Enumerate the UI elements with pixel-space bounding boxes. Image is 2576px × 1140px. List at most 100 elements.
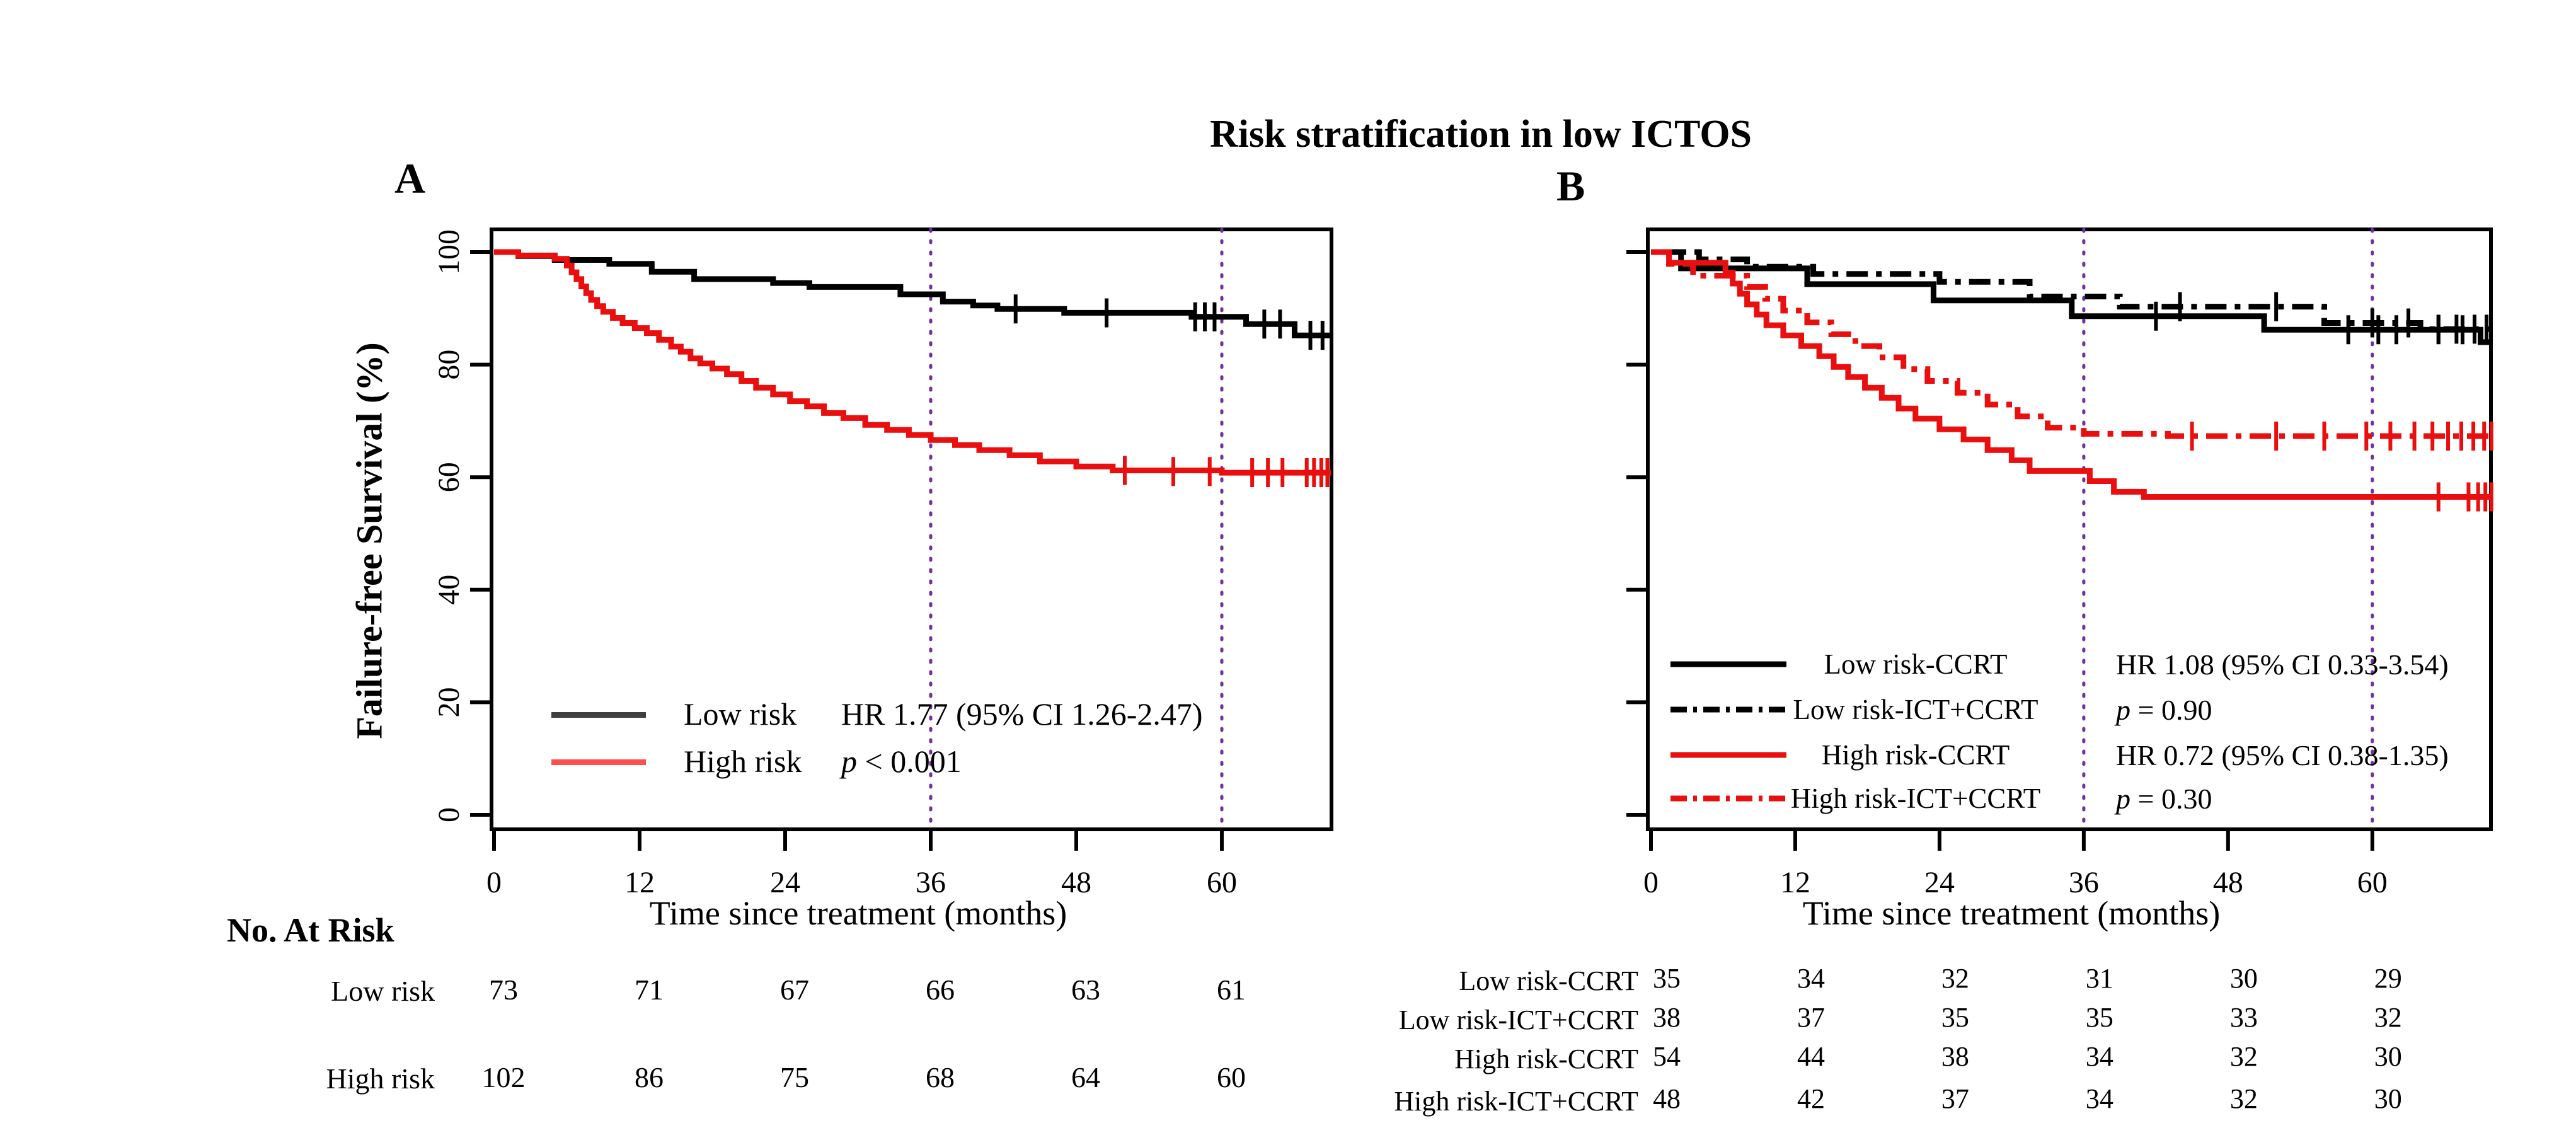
legend-label-low-risk: Low risk [684, 696, 797, 732]
y-tick-label: 100 [432, 229, 466, 275]
panel-a-plot: 0 20 40 60 80 100 0 12 24 36 48 60 [432, 227, 1333, 899]
risk-count: 48 [1653, 1083, 1681, 1114]
y-tick-label: 40 [432, 575, 466, 605]
legend-line-low-risk [551, 712, 646, 718]
risk-count: 67 [780, 974, 809, 1006]
km-curve-low-risk-ict-ccrt [1651, 249, 2493, 332]
risk-row-label-low-risk-ict-ccrt: Low risk-ICT+CCRT [1398, 1005, 1638, 1035]
panel-b-plot: 0 12 24 36 48 60 [1626, 227, 2493, 899]
x-tick-label: 60 [2357, 866, 2388, 899]
legend-label-low-risk-ccrt: Low risk-CCRT [1824, 648, 2008, 680]
km-curve-high-risk-ccrt [1651, 249, 2493, 500]
risk-count: 63 [1071, 974, 1100, 1006]
risk-count: 32 [1941, 963, 1969, 994]
risk-count: 34 [2085, 1083, 2113, 1114]
stat-p-panel-a: p < 0.001 [841, 743, 962, 780]
legend-label-high-risk-ccrt: High risk-CCRT [1821, 739, 2010, 771]
risk-row-label-high-risk-ccrt: High risk-CCRT [1454, 1044, 1638, 1074]
figure-title: Risk stratification in low ICTOS [1209, 113, 1752, 156]
x-tick-label: 48 [2213, 866, 2243, 899]
stat-p-high-risk: p = 0.30 [2116, 782, 2212, 815]
risk-count: 102 [481, 1061, 526, 1093]
risk-count: 38 [1941, 1041, 1969, 1072]
risk-count: 31 [2085, 963, 2113, 994]
risk-count: 35 [1941, 1002, 1969, 1033]
risk-count: 75 [780, 1061, 809, 1093]
risk-table-header: No. At Risk [227, 911, 394, 949]
stat-hr-low-risk: HR 1.08 (95% CI 0.33-3.54) [2116, 648, 2449, 681]
y-tick-label: 80 [432, 350, 466, 380]
risk-row-label-high-risk: High risk [326, 1062, 435, 1095]
risk-count: 60 [1217, 1061, 1246, 1093]
stat-p-low-risk: p = 0.90 [2116, 693, 2212, 727]
legend-line-low-risk-ccrt [1670, 661, 1786, 667]
risk-count: 34 [2085, 1041, 2113, 1072]
risk-row-label-low-risk-ccrt: Low risk-CCRT [1459, 965, 1638, 996]
y-tick-label: 0 [432, 807, 466, 822]
p-value-text: < 0.001 [857, 744, 962, 779]
stat-hr-panel-a: HR 1.77 (95% CI 1.26-2.47) [841, 696, 1203, 732]
risk-count: 32 [2229, 1041, 2258, 1072]
x-tick-label: 0 [1643, 866, 1659, 899]
plot-border [490, 227, 1333, 831]
risk-count: 71 [635, 974, 664, 1006]
km-curve-high-risk [494, 249, 1331, 476]
legend-label-low-risk-ict-ccrt: Low risk-ICT+CCRT [1793, 694, 2038, 725]
y-tick-label: 60 [432, 462, 466, 492]
x-tick-label: 48 [1061, 866, 1091, 899]
risk-count: 35 [2085, 1002, 2113, 1033]
panel-a-y-axis-title: Failure-free Survival (%) [348, 342, 390, 739]
x-tick-label: 24 [1924, 866, 1955, 899]
risk-count: 38 [1653, 1002, 1681, 1033]
x-tick-label: 60 [1207, 866, 1237, 899]
risk-count: 42 [1797, 1083, 1825, 1114]
p-value-text: = 0.30 [2130, 783, 2212, 815]
risk-count: 68 [926, 1061, 955, 1093]
legend-label-high-risk: High risk [684, 744, 802, 779]
legend-label-high-risk-ict-ccrt: High risk-ICT+CCRT [1790, 783, 2041, 814]
panel-a-x-axis-title: Time since treatment (months) [649, 894, 1067, 932]
risk-count: 86 [635, 1061, 664, 1093]
risk-count: 33 [2229, 1002, 2258, 1033]
x-tick-label: 36 [2069, 866, 2099, 899]
legend-line-low-risk-ict-ccrt [1670, 706, 1786, 713]
risk-count: 66 [926, 974, 955, 1006]
risk-count: 30 [2229, 963, 2258, 994]
panel-b-label: B [1556, 162, 1585, 210]
panel-a-label: A [394, 154, 426, 202]
risk-count: 44 [1797, 1041, 1825, 1072]
risk-row-label-low-risk: Low risk [331, 975, 435, 1007]
risk-count: 29 [2374, 963, 2402, 994]
panel-b-x-axis-title: Time since treatment (months) [1802, 894, 2221, 932]
km-curve-low-risk [494, 249, 1331, 338]
risk-count: 30 [2374, 1041, 2402, 1072]
x-tick-label: 24 [770, 866, 800, 899]
risk-count: 37 [1797, 1002, 1825, 1033]
stat-hr-high-risk: HR 0.72 (95% CI 0.38-1.35) [2116, 739, 2449, 771]
km-curve-high-risk-ict-ccrt [1651, 249, 2493, 439]
legend-line-high-risk [551, 759, 646, 765]
legend-line-high-risk-ccrt [1670, 752, 1786, 758]
x-tick-label: 12 [1780, 866, 1810, 899]
x-tick-label: 0 [486, 866, 502, 899]
risk-count: 35 [1653, 963, 1681, 994]
risk-count: 37 [1941, 1083, 1969, 1114]
plot-border [1646, 227, 2493, 831]
x-tick-label: 12 [624, 866, 655, 899]
p-symbol: p [2116, 783, 2130, 815]
p-value-text: = 0.90 [2130, 694, 2212, 726]
risk-count: 64 [1071, 1061, 1100, 1093]
risk-count: 32 [2374, 1002, 2402, 1033]
p-symbol: p [841, 744, 857, 779]
risk-count: 54 [1653, 1041, 1681, 1072]
risk-count: 73 [489, 974, 518, 1006]
risk-count: 30 [2374, 1083, 2402, 1114]
risk-count: 34 [1797, 963, 1825, 994]
p-symbol: p [2116, 694, 2130, 726]
legend-line-high-risk-ict-ccrt [1670, 795, 1786, 802]
risk-row-label-high-risk-ict-ccrt: High risk-ICT+CCRT [1394, 1086, 1638, 1117]
risk-count: 32 [2229, 1083, 2258, 1114]
y-tick-label: 20 [432, 687, 466, 717]
risk-count: 61 [1217, 974, 1246, 1006]
